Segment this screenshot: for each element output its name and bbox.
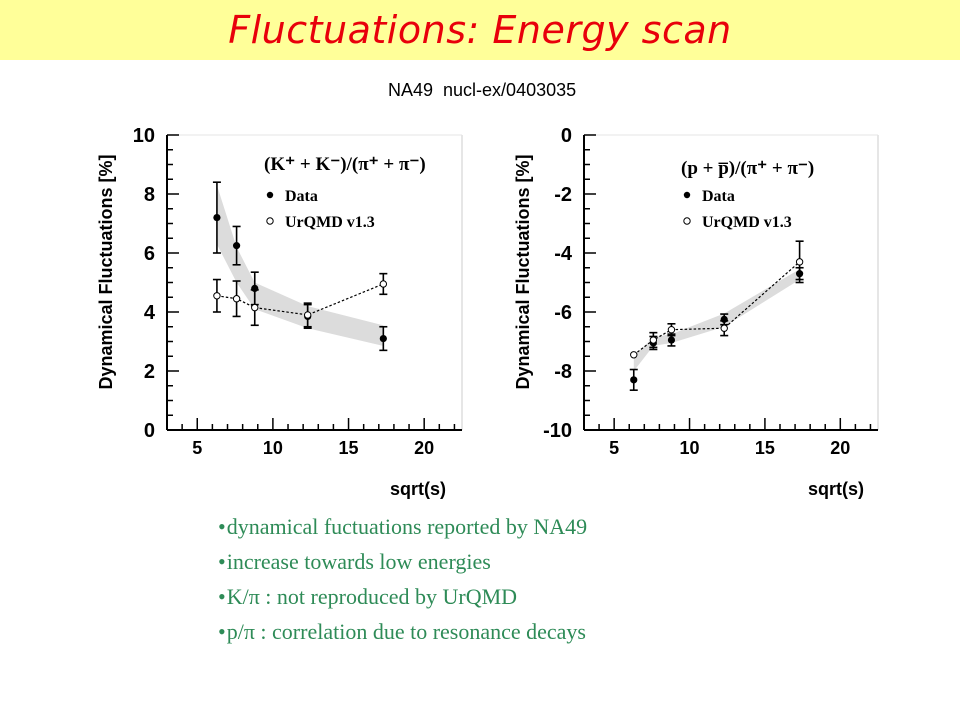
x-tick-label: 5 — [609, 438, 619, 458]
systematic-band — [216, 185, 384, 346]
systematic-band — [633, 269, 800, 371]
y-axis-label: Dynamical Fluctuations [%] — [96, 154, 116, 389]
urqmd-point — [379, 280, 388, 288]
x-tick-label: 20 — [830, 438, 850, 458]
y-axis-label: Dynamical Fluctuations [%] — [513, 154, 533, 389]
y-tick-label: -2 — [554, 184, 572, 206]
y-tick-label: -6 — [554, 302, 572, 324]
urqmd-point — [649, 336, 658, 344]
legend-data-label: Data — [702, 188, 735, 205]
y-tick-label: 0 — [144, 420, 155, 442]
legend-title: (p + p̅)/(π⁺ + π⁻) — [681, 158, 814, 179]
urqmd-point — [795, 258, 804, 266]
bullet-item: K/π : not reproduced by UrQMD — [218, 582, 587, 617]
legend-urqmd-marker — [266, 217, 274, 225]
y-tick-label: 8 — [144, 184, 155, 206]
bullet-list: dynamical fuctuations reported by NA49 i… — [218, 512, 587, 652]
data-point — [213, 214, 221, 222]
urqmd-point — [303, 311, 312, 319]
bullet-item: increase towards low energies — [218, 547, 587, 582]
legend-urqmd-marker — [683, 217, 691, 225]
y-tick-label: -8 — [554, 361, 572, 383]
legend-data-marker — [266, 191, 274, 199]
y-tick-label: -10 — [543, 420, 572, 442]
y-tick-label: 10 — [133, 125, 155, 147]
legend: (p + p̅)/(π⁺ + π⁻) Data UrQMD v1.3 — [681, 158, 814, 231]
y-tick-label: 6 — [144, 243, 155, 265]
legend-title: (K⁺ + K⁻)/(π⁺ + π⁻) — [264, 154, 426, 175]
chart-frame — [167, 135, 462, 430]
chart-ppi: 5 10 15 20 -10 -8 -6 -4 -2 0 sqrt(s) Dynamical Fl… — [513, 125, 879, 499]
x-axis-label: sqrt(s) — [808, 479, 864, 499]
data-point — [379, 334, 387, 343]
x-axis-label: sqrt(s) — [390, 479, 446, 499]
title-banner — [0, 0, 960, 60]
legend-data-label: Data — [285, 188, 318, 205]
x-tick-label: 10 — [263, 438, 283, 458]
data-point — [232, 242, 241, 250]
y-tick-label: 4 — [144, 302, 156, 324]
y-tick-label: 0 — [561, 125, 572, 147]
x-tick-label: 5 — [192, 438, 202, 458]
legend-urqmd-label: UrQMD v1.3 — [702, 214, 792, 231]
x-tick-label: 20 — [414, 438, 434, 458]
urqmd-point — [630, 351, 638, 359]
urqmd-point — [232, 295, 241, 303]
reference-text: NA49 nucl-ex/0403035 — [388, 80, 577, 100]
y-tick-label: 2 — [144, 361, 155, 383]
x-tick-label: 15 — [339, 438, 359, 458]
x-tick-label: 15 — [755, 438, 775, 458]
bullet-item: dynamical fuctuations reported by NA49 — [218, 512, 587, 547]
chart-kpi: 5 10 15 20 0 2 4 6 8 10 sqrt(s) Dynamical Fluctua… — [96, 125, 463, 499]
slide-title: Fluctuations: Energy scan — [228, 8, 732, 52]
urqmd-point — [720, 324, 728, 332]
legend: (K⁺ + K⁻)/(π⁺ + π⁻) Data UrQMD v1.3 — [264, 154, 426, 231]
urqmd-point — [251, 303, 259, 312]
chart-frame — [584, 135, 878, 430]
y-tick-label: -4 — [554, 243, 573, 265]
urqmd-point — [667, 326, 676, 334]
urqmd-point — [213, 292, 221, 300]
data-point — [667, 336, 676, 344]
legend-urqmd-label: UrQMD v1.3 — [285, 214, 375, 231]
x-tick-label: 10 — [680, 438, 700, 458]
bullet-item: p/π : correlation due to resonance decay… — [218, 617, 587, 652]
legend-data-marker — [683, 191, 691, 199]
data-point — [630, 376, 638, 384]
